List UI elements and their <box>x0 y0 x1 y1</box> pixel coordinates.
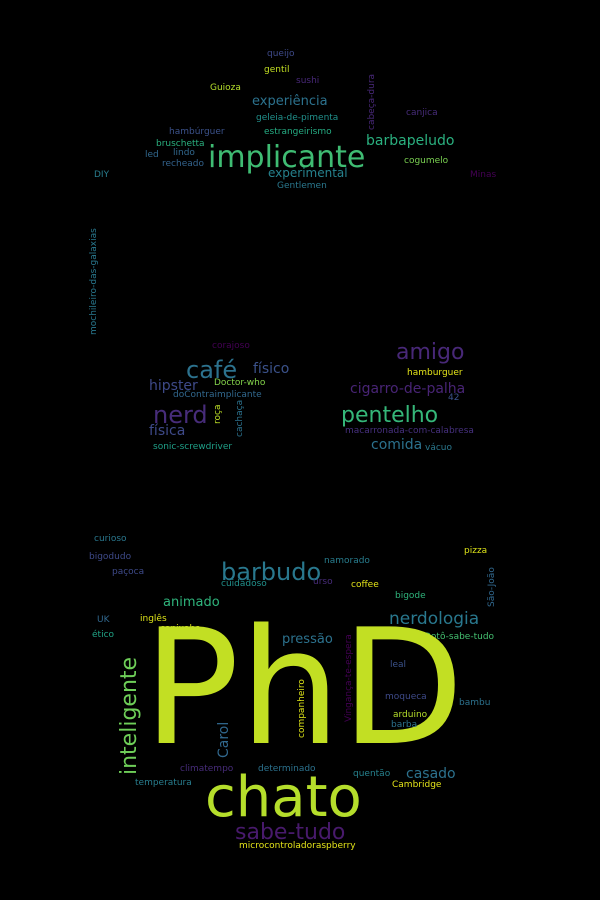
word-lindo: lindo <box>173 149 195 158</box>
word-etico: ético <box>92 631 114 640</box>
word-barba: barba <box>391 721 417 730</box>
word-corajoso: corajoso <box>212 342 250 351</box>
word-hamburguer-acc: hambúrguer <box>169 128 225 137</box>
word-estrangeirismo: estrangeirismo <box>264 128 332 137</box>
word-sushi: sushi <box>296 77 319 86</box>
word-roca: roça <box>214 405 223 424</box>
word-hamburguer: hamburguer <box>407 369 463 378</box>
word-bigodudo: bigodudo <box>89 553 131 562</box>
word-macarronada: macarronada-com-calabresa <box>345 427 474 436</box>
word-amigo: amigo <box>396 342 464 364</box>
word-minas: Minas <box>470 171 496 180</box>
word-experiencia: experiência <box>252 95 328 108</box>
word-cabeca-dura: cabeça-dura <box>368 74 377 130</box>
word-uk: UK <box>97 616 110 625</box>
word-moqueca: moqueca <box>385 693 427 702</box>
word-queijo: queijo <box>267 50 294 59</box>
word-urso: urso <box>313 578 333 587</box>
word-cogumelo: cogumelo <box>404 157 448 166</box>
word-gentlemen: Gentlemen <box>277 182 327 191</box>
word-chato: chato <box>205 770 362 826</box>
word-guioza: Guioza <box>210 84 241 93</box>
word-doctor-who: Doctor-who <box>214 379 265 388</box>
word-comida: comida <box>371 438 422 452</box>
word-gentil: gentil <box>264 66 289 75</box>
word-pizza: pizza <box>464 547 487 556</box>
word-barbapeludo: barbapeludo <box>366 134 454 148</box>
word-coffee: coffee <box>351 581 379 590</box>
word-microcontrolador: microcontroladoraspberry <box>239 842 356 851</box>
word-experimental: experimental <box>268 167 348 179</box>
word-casado: casado <box>406 767 456 781</box>
word-cachaca: cachaça <box>236 400 245 437</box>
word-companheiro: companheiro <box>298 679 307 738</box>
word-pacoca: paçoca <box>112 568 144 577</box>
word-recheado: recheado <box>162 160 204 169</box>
word-namorado: namorado <box>324 557 370 566</box>
word-docontra: doContraimplicante <box>173 391 262 400</box>
word-pentelho: pentelho <box>341 405 438 427</box>
word-mochileiro: mochileiro-das-galaxias <box>90 228 99 335</box>
word-cuidadoso: cuidadoso <box>221 580 267 589</box>
word-vacuo: vácuo <box>425 444 452 453</box>
word-led: led <box>145 151 159 160</box>
word-arduino: arduino <box>393 711 427 720</box>
word-curioso: curioso <box>94 535 127 544</box>
word-canjica: canjica <box>406 109 438 118</box>
word-bambu: bambu <box>459 699 490 708</box>
word-diy: DIY <box>94 171 109 180</box>
word-cambridge: Cambridge <box>392 781 441 790</box>
word-42: 42 <box>448 394 459 403</box>
word-temperatura: temperatura <box>135 779 192 788</box>
word-inteligente: inteligente <box>119 657 141 775</box>
word-sao-joao: São-João <box>488 567 497 607</box>
word-fisico: físico <box>253 362 289 376</box>
word-carol: Carol <box>217 722 231 758</box>
word-sonic: sonic-screwdriver <box>153 443 232 452</box>
word-geleia: geleia-de-pimenta <box>256 114 338 123</box>
word-fisica: física <box>149 424 185 438</box>
